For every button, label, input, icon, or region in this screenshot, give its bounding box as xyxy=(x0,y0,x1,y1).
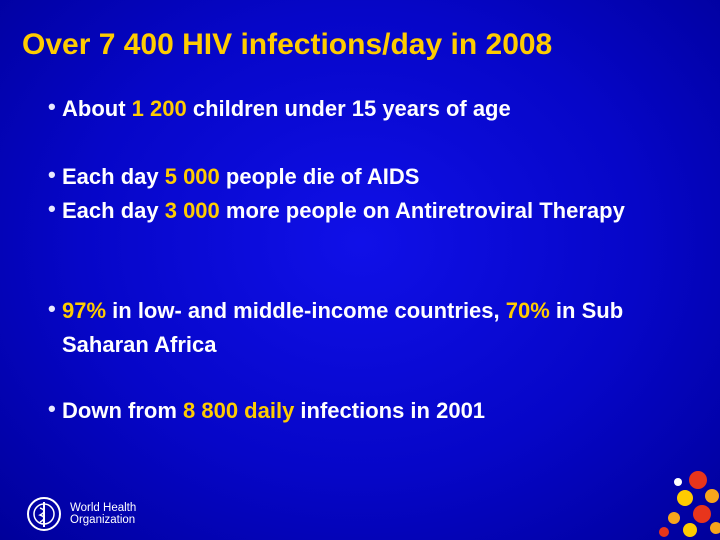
bullet: 97% in low- and middle-income countries,… xyxy=(0,292,698,362)
footer: World Health Organization xyxy=(26,496,136,532)
who-emblem xyxy=(27,497,61,531)
slide-title: Over 7 400 HIV infections/day in 2008 xyxy=(22,28,553,61)
bullet-text: more people on Antiretroviral Therapy xyxy=(219,198,625,223)
highlight-text: 1 200 xyxy=(131,96,187,121)
bullet: Each day 5 000 people die of AIDS xyxy=(0,158,698,194)
bullet-text: children under 15 years of age xyxy=(186,96,511,121)
highlight-text: 8 800 daily xyxy=(183,398,295,423)
bullet-text: people die of AIDS xyxy=(219,164,420,189)
bullet: About 1 200 children under 15 years of a… xyxy=(0,90,698,126)
bullet-text: Each day xyxy=(62,198,165,223)
bullet-group: About 1 200 children under 15 years of a… xyxy=(0,90,700,126)
decoration xyxy=(659,471,720,537)
bullet-text: infections in 2001 xyxy=(294,398,486,423)
bullet-group: Each day 5 000 people die of AIDSEach da… xyxy=(0,158,700,228)
bullet: Each day 3 000 more people on Antiretrov… xyxy=(0,192,698,228)
highlight-text: 70% xyxy=(505,298,550,323)
organization-line: World Health xyxy=(70,502,137,514)
highlight-text: 5 000 xyxy=(164,164,220,189)
bullet-group: Down from 8 800 daily infections in 2001 xyxy=(0,392,700,428)
bullet: Down from 8 800 daily infections in 2001 xyxy=(0,392,698,428)
organization-name: World Health Organization xyxy=(70,502,136,526)
bullet-text: Each day xyxy=(62,164,165,189)
bullet-text: Down from xyxy=(62,398,183,423)
bullet-group: 97% in low- and middle-income countries,… xyxy=(0,292,700,362)
bullet-text: About xyxy=(62,96,132,121)
highlight-text: 97% xyxy=(62,298,107,323)
bullet-text: in low- and middle-income countries, xyxy=(106,298,506,323)
highlight-text: 3 000 xyxy=(164,198,220,223)
organization-line: Organization xyxy=(70,514,136,526)
bullet-text: in Sub Saharan Africa xyxy=(62,298,624,357)
